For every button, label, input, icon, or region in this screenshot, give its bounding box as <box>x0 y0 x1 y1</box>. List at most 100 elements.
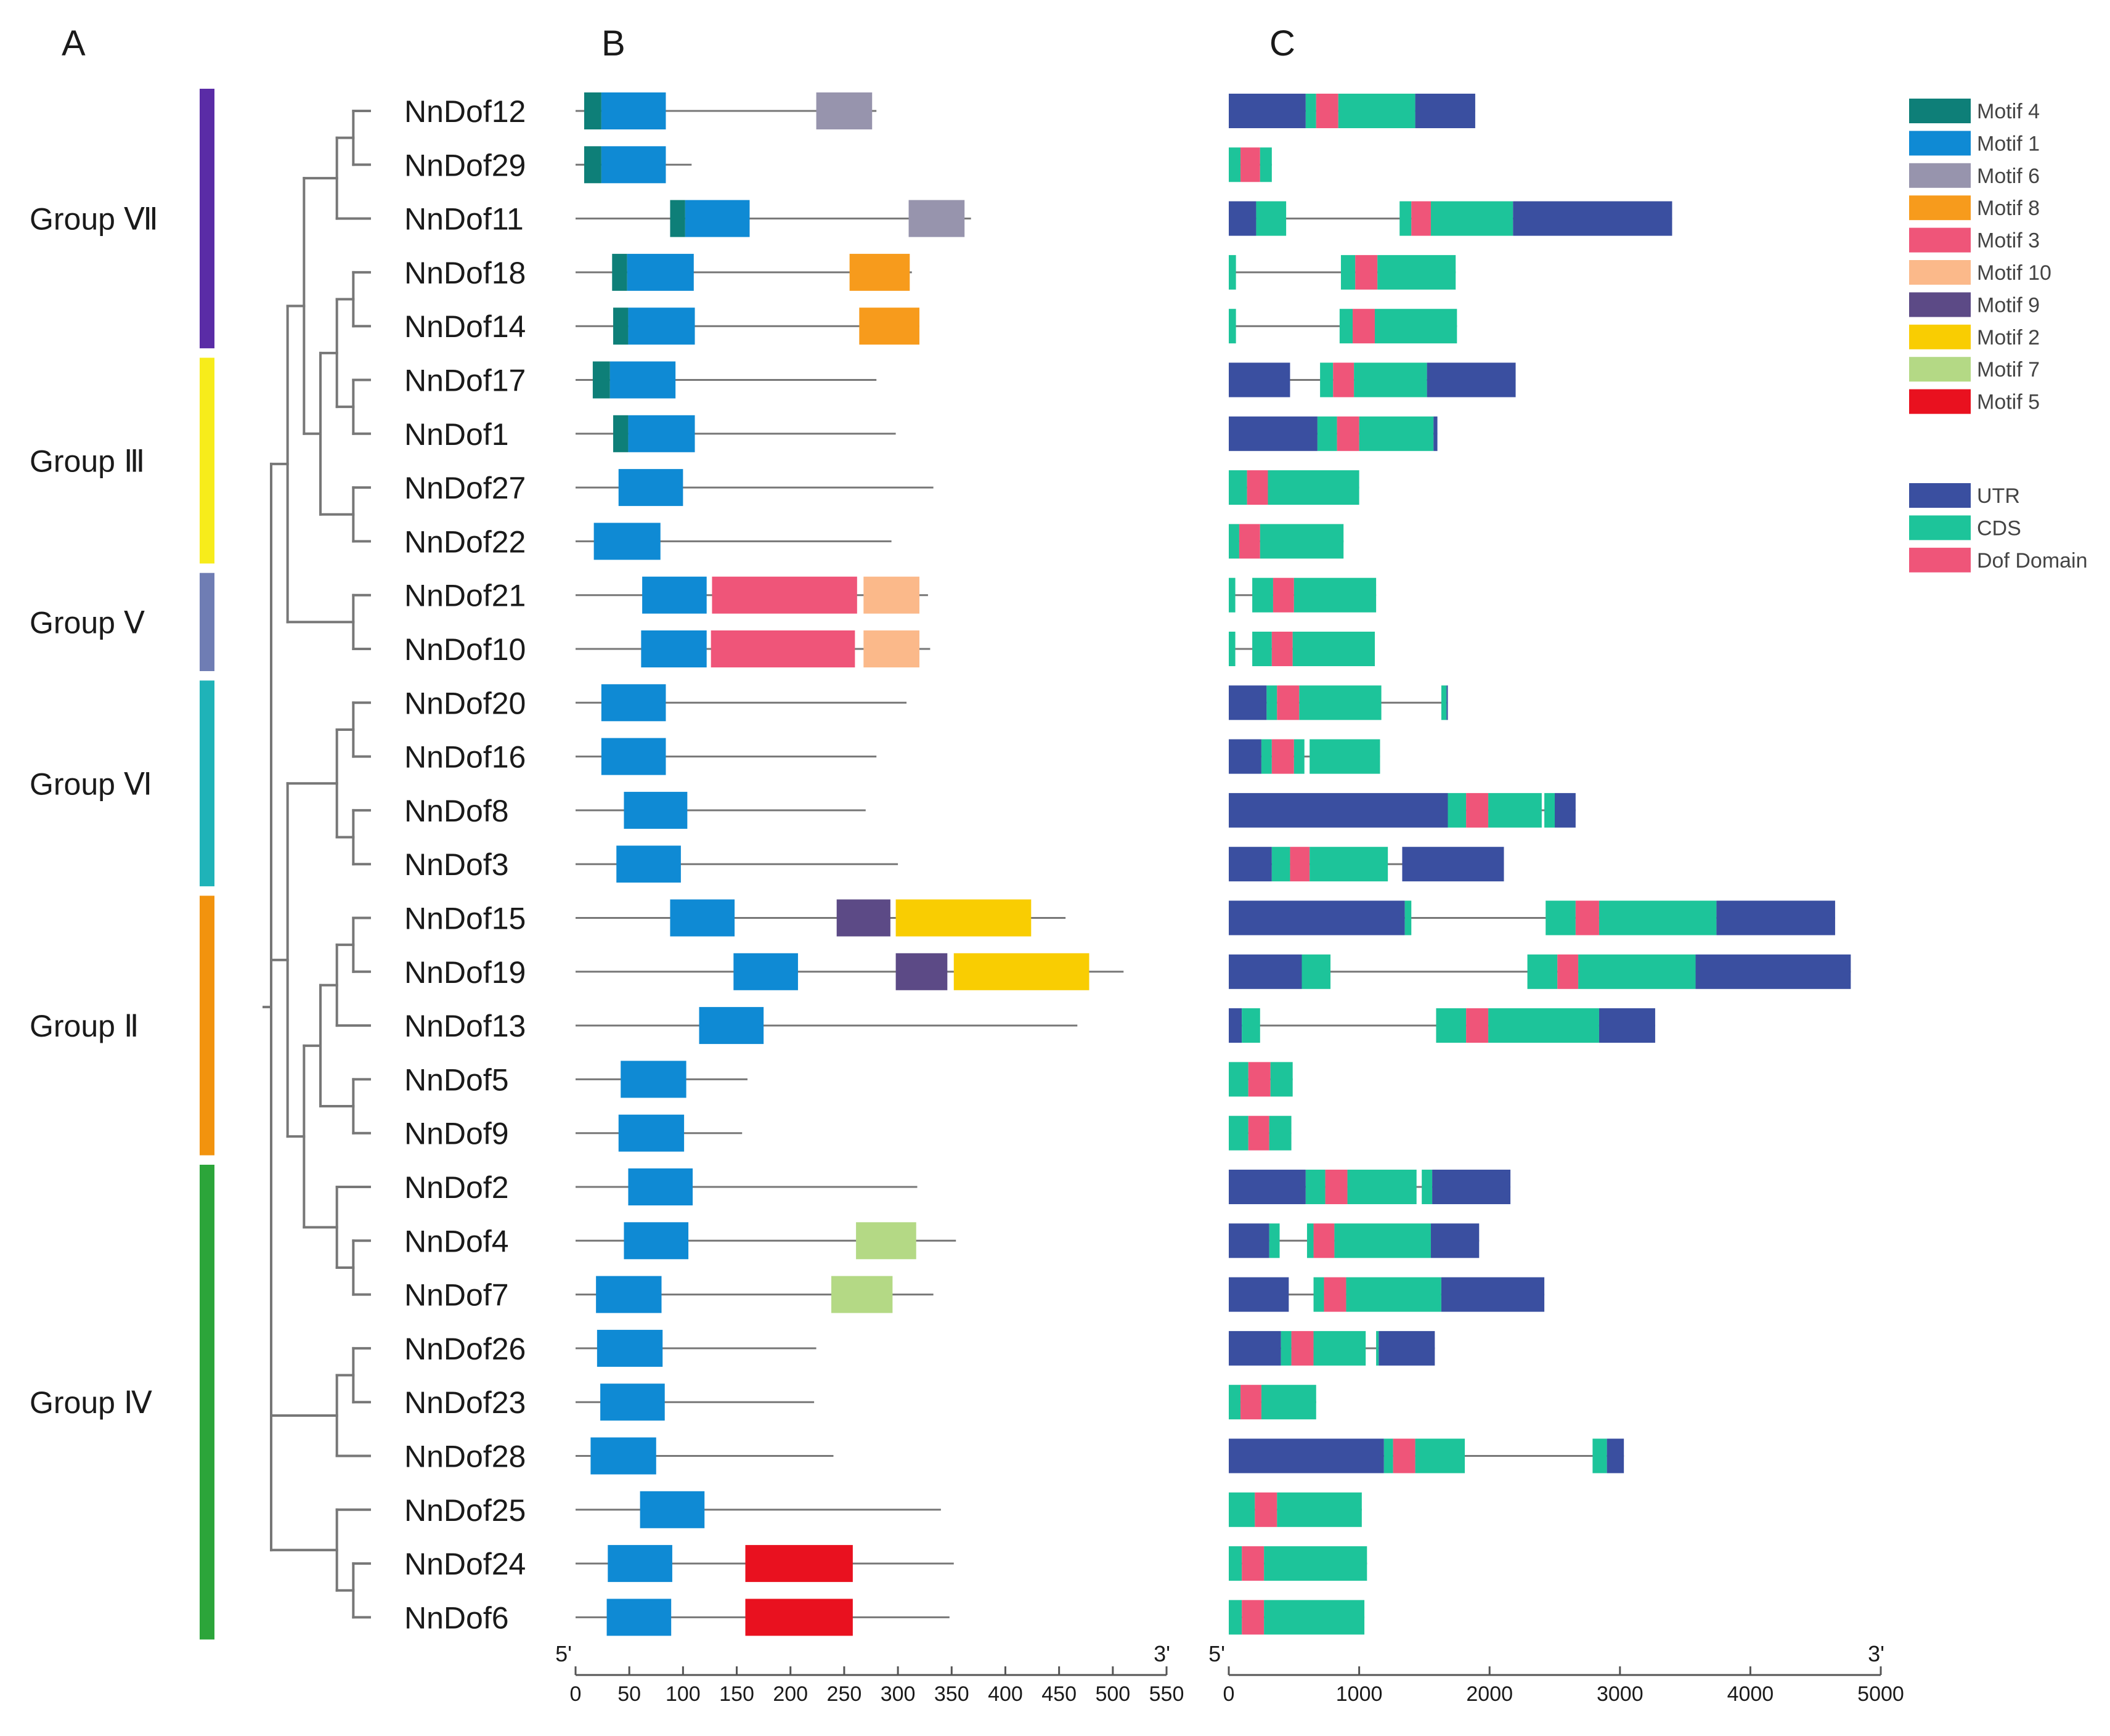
structure-utr <box>1599 1008 1655 1043</box>
gene-label-nndof17: NnDof17 <box>404 364 526 398</box>
structure-dof-domain <box>1248 1062 1271 1097</box>
structure-cds <box>1229 1062 1248 1097</box>
structure-dof-domain <box>1242 1546 1265 1581</box>
structure-utr <box>1432 1170 1511 1204</box>
group-bar-1 <box>200 357 214 564</box>
gene-label-nndof14: NnDof14 <box>404 309 526 344</box>
motif-box-motif-6 <box>816 92 873 129</box>
legend-swatch-motif-4 <box>1909 99 1971 123</box>
motif-box-motif-3 <box>712 576 857 614</box>
structure-cds <box>1281 1331 1292 1366</box>
motif-box-motif-1 <box>600 1384 665 1421</box>
structure-utr <box>1229 739 1261 774</box>
structure-cds <box>1299 685 1382 720</box>
gene-label-nndof23: NnDof23 <box>404 1385 526 1420</box>
structure-cds <box>1229 147 1241 182</box>
motif-axis: 0 50 100 150 200 250 300 350 400 450 500 550 5' 3' <box>555 1641 1184 1706</box>
motif-three-prime-label: 3' <box>1154 1641 1170 1666</box>
structure-dof-domain <box>1255 1492 1277 1527</box>
structure-dof-domain <box>1271 632 1293 666</box>
structure-tick-label: 3000 <box>1597 1682 1644 1706</box>
structure-cds <box>1264 1600 1365 1635</box>
group-label-3: Group Ⅵ <box>30 767 152 801</box>
structure-utr <box>1441 1277 1545 1312</box>
structure-cds <box>1310 847 1388 882</box>
structure-cds <box>1292 632 1375 666</box>
structure-utr <box>1229 362 1290 397</box>
structure-cds <box>1229 1546 1242 1581</box>
structure-axis: 0 1000 2000 3000 4000 5000 5' 3' <box>1208 1641 1904 1706</box>
motif-box-motif-2 <box>895 899 1032 937</box>
gene-label-nndof8: NnDof8 <box>404 794 509 828</box>
structure-cds <box>1242 1008 1260 1043</box>
gene-label-nndof13: NnDof13 <box>404 1009 526 1043</box>
legend-swatch-motif-6 <box>1909 163 1971 188</box>
gene-label-nndof7: NnDof7 <box>404 1278 509 1313</box>
gene-label-nndof6: NnDof6 <box>404 1600 509 1635</box>
structure-cds <box>1261 1385 1316 1420</box>
structure-utr <box>1430 1223 1480 1258</box>
motif-box-motif-1 <box>597 1329 663 1367</box>
motif-box-motif-4 <box>584 146 601 184</box>
structure-utr <box>1446 685 1448 720</box>
gene-label-nndof20: NnDof20 <box>404 686 526 720</box>
structure-dof-domain <box>1575 900 1599 935</box>
gene-label-nndof19: NnDof19 <box>404 955 526 990</box>
group-bar-4 <box>200 895 214 1155</box>
structure-cds <box>1320 362 1334 397</box>
motif-box-motif-1 <box>601 738 666 775</box>
structure-three-prime-label: 3' <box>1868 1641 1884 1666</box>
gene-name-labels: NnDof12 NnDof29 NnDof11 NnDof18 NnDof14 NnDof… <box>404 94 526 1635</box>
structure-cds <box>1544 793 1555 828</box>
legend-label-motif-2: Motif 2 <box>1977 326 2040 349</box>
motif-box-motif-1 <box>621 1061 686 1098</box>
motif-box-motif-1 <box>628 1168 693 1205</box>
structure-cds <box>1599 900 1717 935</box>
structure-dof-domain <box>1242 1600 1265 1635</box>
structure-cds <box>1313 1331 1366 1366</box>
gene-label-nndof3: NnDof3 <box>404 847 509 882</box>
structure-cds <box>1346 1277 1441 1312</box>
motif-box-motif-1 <box>593 523 661 560</box>
legend-label-motif-8: Motif 8 <box>1977 197 2040 220</box>
gene-label-nndof22: NnDof22 <box>404 524 526 559</box>
structure-utr <box>1229 1331 1281 1366</box>
structure-utr <box>1229 201 1257 236</box>
motif-box-motif-1 <box>609 361 676 399</box>
gene-label-nndof10: NnDof10 <box>404 632 526 667</box>
structure-dof-domain <box>1466 793 1489 828</box>
legend-swatch-motif-1 <box>1909 131 1971 156</box>
motif-box-motif-5 <box>745 1599 853 1636</box>
legend-swatch-utr <box>1909 483 1971 508</box>
motif-box-motif-1 <box>624 1222 689 1260</box>
legend-label-motif-6: Motif 6 <box>1977 165 2040 188</box>
structure-utr <box>1229 685 1267 720</box>
structure-cds <box>1441 685 1447 720</box>
motif-box-motif-10 <box>863 630 919 667</box>
structure-tick-label: 0 <box>1223 1682 1235 1706</box>
motif-box-motif-1 <box>642 576 707 614</box>
structure-cds <box>1306 1223 1314 1258</box>
structure-tick-label: 2000 <box>1466 1682 1513 1706</box>
structure-cds <box>1317 416 1337 451</box>
structure-cds <box>1338 94 1415 128</box>
legend-label-motif-4: Motif 4 <box>1977 100 2040 123</box>
structure-tick-label: 4000 <box>1727 1682 1774 1706</box>
structure-cds <box>1293 739 1305 774</box>
structure-dof-domain <box>1337 416 1359 451</box>
structure-cds <box>1268 470 1359 505</box>
motif-box-motif-4 <box>612 253 627 291</box>
gene-label-nndof16: NnDof16 <box>404 740 526 775</box>
structure-dof-domain <box>1271 739 1294 774</box>
structure-cds <box>1229 470 1247 505</box>
motif-box-motif-1 <box>606 1599 672 1636</box>
gene-label-nndof15: NnDof15 <box>404 902 526 936</box>
phylogenetic-tree <box>263 110 371 1619</box>
group-label-1: Group Ⅲ <box>30 444 145 478</box>
gene-label-nndof4: NnDof4 <box>404 1224 509 1258</box>
gene-label-nndof2: NnDof2 <box>404 1170 509 1205</box>
structure-utr <box>1229 793 1448 828</box>
structure-cds <box>1377 255 1456 290</box>
structure-utr <box>1513 201 1672 236</box>
structure-cds <box>1339 309 1353 344</box>
